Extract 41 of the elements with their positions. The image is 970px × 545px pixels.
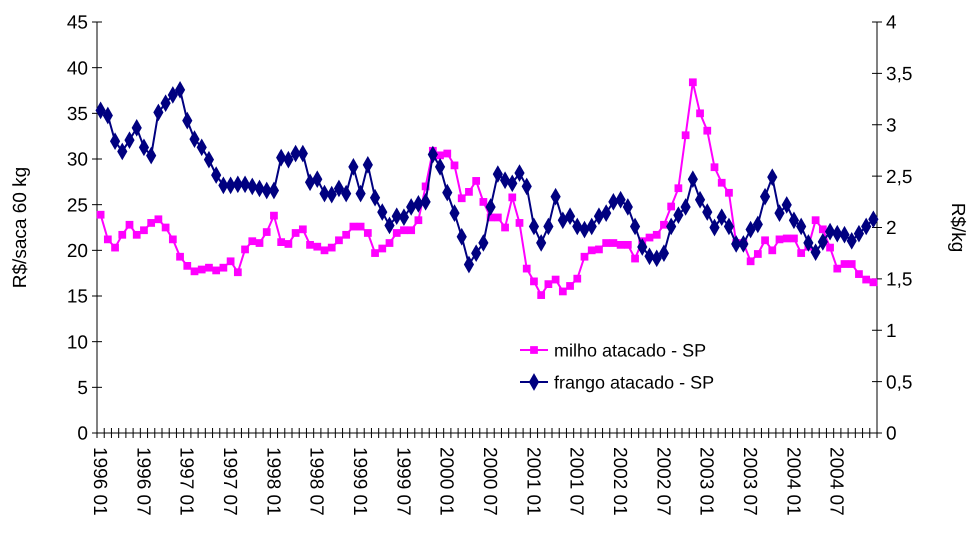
y-tick-label: 5: [77, 378, 88, 399]
y-tick-label: 45: [66, 12, 88, 34]
x-tick-label: 1996 01: [88, 447, 110, 516]
x-tick-label: 2002 07: [652, 447, 674, 516]
y-tick-label: 15: [66, 286, 88, 308]
y-tick-label: 0: [77, 424, 88, 445]
x-tick-label: 1999 01: [348, 447, 370, 516]
y2-tick-label: 4: [886, 12, 897, 34]
y-tick-label: 30: [66, 150, 88, 171]
y2-tick-label: 3,5: [886, 64, 912, 86]
x-tick-label: 2000 01: [436, 447, 457, 516]
y-tick-label: 40: [66, 58, 88, 80]
y2-tick-label: 2: [886, 218, 897, 240]
x-tick-label: 1998 07: [306, 447, 327, 516]
y2-tick-label: 0,5: [886, 372, 912, 394]
x-tick-label: 1997 01: [176, 447, 197, 516]
x-tick-label: 2000 07: [478, 447, 500, 516]
y-tick-label: 35: [66, 104, 88, 125]
y-tick-label: 10: [66, 332, 88, 354]
x-tick-label: 2002 01: [608, 447, 630, 516]
x-tick-label: 2004 01: [782, 447, 804, 516]
x-tick-label: 2001 01: [522, 447, 544, 516]
y2-tick-label: 1: [886, 320, 897, 342]
x-tick-label: 1999 07: [392, 447, 414, 516]
legend-label: frango atacado - SP: [554, 372, 714, 392]
x-tick-label: 2004 07: [826, 447, 847, 516]
y-tick-label: 20: [66, 240, 88, 262]
x-tick-label: 2003 07: [738, 447, 760, 516]
y2-axis-title: R$/kg: [947, 202, 968, 252]
legend-label: milho atacado - SP: [554, 340, 706, 360]
x-tick-label: 2003 01: [696, 447, 717, 516]
y-tick-label: 25: [66, 195, 88, 216]
y2-tick-label: 3: [886, 115, 897, 136]
y2-tick-label: 0: [886, 424, 897, 445]
y-axis-title: R$/saca 60 kg: [10, 166, 31, 288]
y2-tick-label: 2,5: [886, 166, 912, 188]
x-tick-label: 1997 07: [218, 447, 240, 516]
x-tick-label: 2001 07: [566, 447, 587, 516]
x-tick-label: 1998 01: [262, 447, 284, 516]
y2-tick-label: 1,5: [886, 270, 912, 291]
x-tick-label: 1996 07: [132, 447, 154, 516]
